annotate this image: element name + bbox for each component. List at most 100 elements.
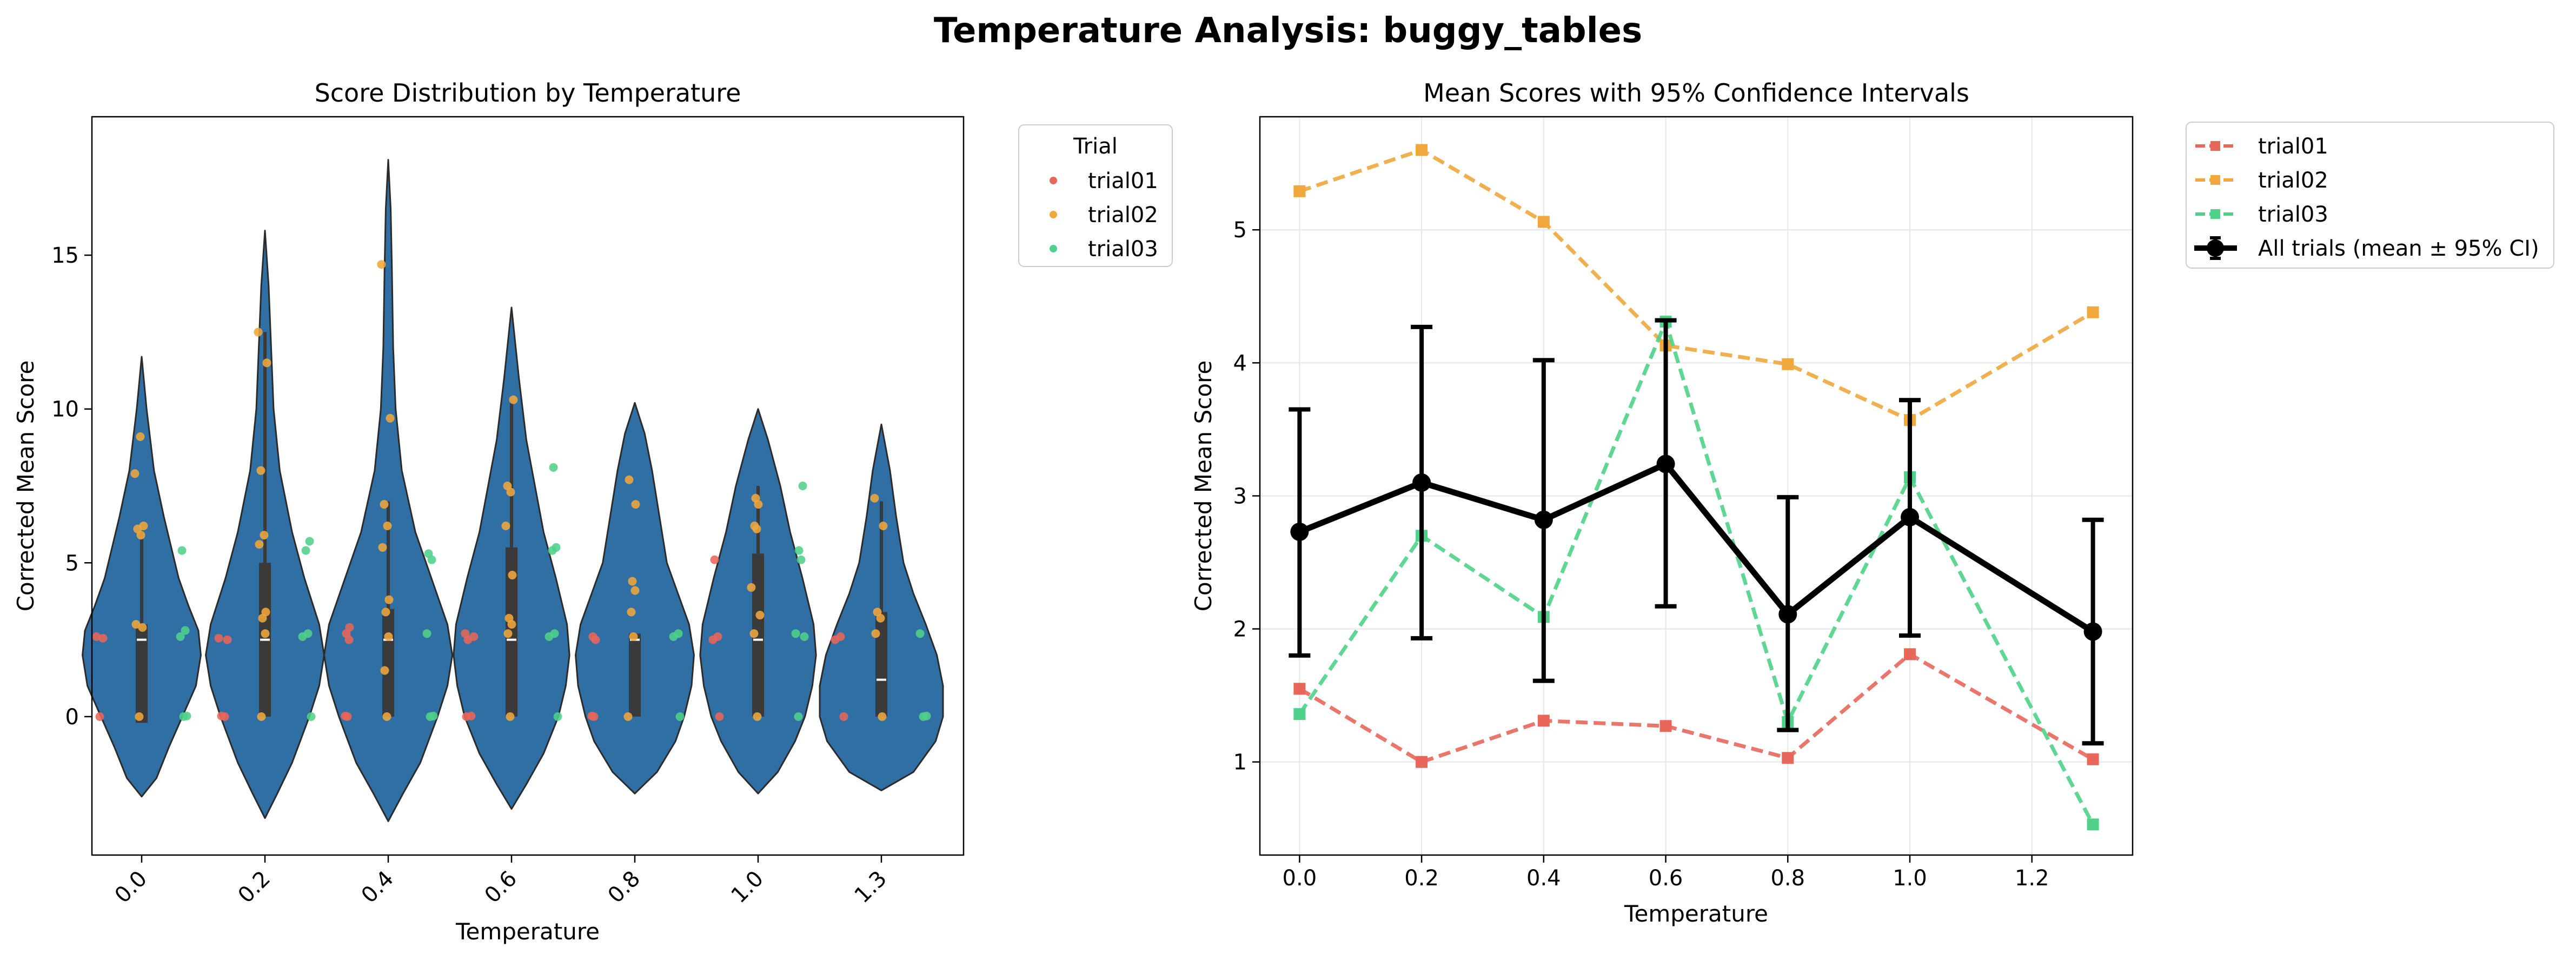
violin-point-trial02 [380, 666, 389, 675]
violin-point-trial02 [261, 629, 270, 638]
line-x-tick-label: 0.2 [1404, 866, 1439, 891]
series-point-trial02 [1782, 358, 1794, 370]
violin-point-trial03 [549, 463, 558, 472]
violin-point-trial03 [798, 482, 807, 490]
violin-point-trial03 [429, 711, 438, 720]
series-point-trial01 [2087, 753, 2099, 765]
overall-series [1289, 318, 2104, 746]
violin-point-trial03 [176, 632, 185, 641]
overall-point [1901, 508, 1920, 526]
violin-box-0.4 [382, 609, 394, 717]
line-legend: trial01 trial02 trial03 All trials (mean… [2186, 122, 2554, 269]
violin-point-trial02 [631, 500, 640, 509]
violin-shapes [82, 159, 944, 822]
overall-point [1656, 455, 1675, 473]
violin-point-trial03 [422, 629, 431, 638]
line-legend-marker-trial01 [2210, 141, 2220, 151]
violin-point-trial02 [378, 543, 387, 552]
violin-box-1.0 [752, 553, 764, 717]
line-legend-label-trial01: trial01 [2258, 134, 2328, 159]
violin-y-tick-label: 5 [65, 551, 79, 576]
violin-point-trial02 [627, 608, 636, 617]
violin-point-trial01 [461, 629, 470, 638]
violin-point-trial03 [181, 626, 190, 635]
violin-point-trial02 [130, 469, 140, 478]
violin-legend: Trial trial01 trial02 trial03 [1018, 124, 1173, 267]
violin-point-trial02 [261, 608, 270, 617]
violin-point-trial02 [377, 260, 386, 269]
violin-point-trial01 [469, 632, 479, 641]
overall-point [1290, 522, 1309, 541]
violin-point-trial03 [794, 546, 804, 555]
violin-point-trial02 [629, 632, 638, 641]
line-x-tick-label: 1.0 [1893, 866, 1927, 891]
violin-point-trial03 [794, 712, 803, 721]
violin-points [92, 260, 931, 721]
violin-point-trial01 [223, 635, 232, 644]
figure-title: Temperature Analysis: buggy_tables [934, 11, 1642, 51]
violin-point-trial01 [214, 633, 223, 643]
line-legend-label-overall: All trials (mean ± 95% CI) [2258, 236, 2539, 261]
line-y-axis-label: Corrected Mean Score [1190, 361, 1217, 612]
series-point-trial02 [2087, 306, 2099, 318]
violin-y-tick-label: 10 [51, 397, 79, 422]
violin-point-trial03 [915, 629, 925, 638]
violin-point-trial02 [755, 611, 765, 620]
violin-legend-marker-trial02 [1050, 211, 1057, 218]
violin-point-trial03 [307, 712, 316, 721]
violin-point-trial01 [710, 555, 719, 564]
line-y-tick-label: 4 [1233, 351, 1247, 376]
line-legend-frame [2186, 122, 2554, 269]
line-x-tick-label: 0.0 [1283, 866, 1317, 891]
line-legend-marker-trial03 [2210, 209, 2220, 219]
violin-point-trial03 [424, 549, 433, 558]
violin-point-trial03 [553, 712, 562, 721]
line-y-tick-label: 3 [1233, 484, 1247, 509]
violin-point-trial02 [501, 521, 510, 530]
violin-point-trial01 [341, 711, 350, 720]
violin-point-trial02 [131, 620, 141, 629]
line-x-tick-label: 0.6 [1649, 866, 1683, 891]
violin-point-trial02 [260, 531, 269, 540]
violin-point-trial02 [508, 571, 517, 580]
series-point-trial03 [2087, 818, 2099, 831]
violin-point-trial02 [504, 613, 514, 623]
series-point-trial03 [1293, 708, 1306, 720]
series-point-trial01 [1904, 648, 1916, 660]
violin-point-trial01 [839, 712, 848, 721]
violin-chart-title: Score Distribution by Temperature [315, 78, 741, 108]
violin-point-trial02 [509, 395, 518, 404]
violin-plot-frame [91, 116, 965, 856]
violin-point-trial01 [217, 711, 226, 720]
violin-y-axis: 0 5 10 15 [51, 243, 92, 730]
series-point-trial01 [1537, 715, 1550, 727]
line-y-axis: 1 2 3 4 5 [1233, 218, 1260, 775]
violin-legend-marker-trial03 [1050, 245, 1057, 252]
violin-point-trial02 [753, 712, 762, 721]
violin-point-trial02 [139, 521, 148, 530]
violin-box-1.3 [875, 612, 887, 717]
violin-point-trial02 [386, 413, 395, 423]
violin-x-axis-label: Temperature [455, 918, 600, 945]
series-point-trial01 [1782, 752, 1794, 764]
violin-point-trial02 [381, 608, 390, 617]
violin-point-trial02 [870, 493, 879, 503]
violin-point-trial02 [503, 482, 512, 490]
line-chart: Mean Scores with 95% Confidence Interval… [1190, 78, 2554, 927]
violin-point-trial03 [303, 629, 313, 638]
violin-y-tick-label: 0 [65, 705, 79, 730]
violin-point-trial03 [675, 712, 685, 721]
violin-shape-0.8 [575, 402, 695, 795]
violin-point-trial02 [256, 466, 265, 475]
violin-point-trial02 [380, 500, 389, 509]
violin-point-trial01 [588, 632, 597, 641]
violin-point-trial03 [922, 711, 931, 720]
violin-point-trial02 [630, 586, 640, 595]
line-legend-label-trial02: trial02 [2258, 168, 2328, 193]
violin-point-trial02 [382, 712, 391, 721]
series-point-trial01 [1293, 683, 1306, 695]
violin-point-trial03 [796, 555, 806, 564]
violin-shape-0.4 [323, 159, 454, 822]
line-x-tick-label: 0.4 [1526, 866, 1561, 891]
